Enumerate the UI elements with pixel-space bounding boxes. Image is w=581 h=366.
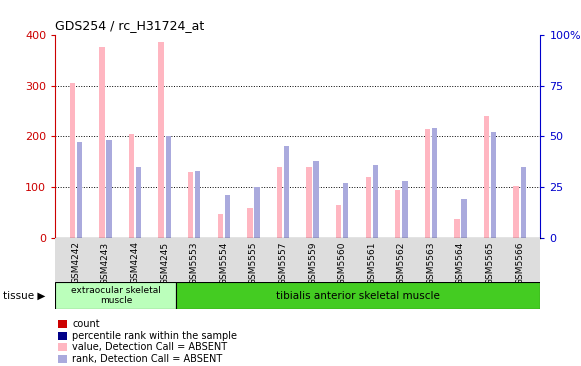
Bar (77, 142, 82, 238)
Text: GSM5565: GSM5565 (486, 242, 494, 285)
Text: GSM5560: GSM5560 (338, 242, 347, 285)
Text: GSM5564: GSM5564 (456, 242, 465, 285)
Bar (166, 136, 171, 238)
Text: GSM5563: GSM5563 (426, 242, 435, 285)
Text: rank, Detection Call = ABSENT: rank, Detection Call = ABSENT (72, 354, 223, 364)
Text: GSM5562: GSM5562 (397, 242, 406, 285)
Bar (106, 141, 112, 238)
Text: tissue ▶: tissue ▶ (3, 291, 45, 301)
Bar (225, 195, 230, 238)
Text: count: count (72, 319, 100, 329)
Bar (372, 165, 378, 238)
Text: GSM4243: GSM4243 (101, 242, 110, 284)
Bar (306, 167, 311, 238)
Bar (454, 219, 460, 238)
Bar (159, 42, 164, 238)
Bar (484, 116, 489, 238)
Bar (177, 282, 540, 309)
Bar (365, 177, 371, 238)
Text: GSM5557: GSM5557 (278, 242, 288, 285)
Text: GSM4244: GSM4244 (131, 242, 139, 284)
Bar (313, 161, 319, 238)
Bar (218, 214, 223, 238)
Bar (521, 167, 526, 238)
Bar (432, 128, 437, 238)
Bar (514, 186, 519, 238)
Bar (277, 167, 282, 238)
Text: extraocular skeletal
muscle: extraocular skeletal muscle (71, 286, 161, 305)
Bar (188, 172, 193, 238)
Text: tibialis anterior skeletal muscle: tibialis anterior skeletal muscle (277, 291, 440, 300)
Text: GSM5559: GSM5559 (308, 242, 317, 285)
Text: value, Detection Call = ABSENT: value, Detection Call = ABSENT (72, 342, 227, 352)
Text: percentile rank within the sample: percentile rank within the sample (72, 330, 237, 341)
Bar (343, 183, 349, 238)
Text: GSM5554: GSM5554 (219, 242, 228, 285)
Bar (254, 187, 260, 238)
Bar (461, 199, 467, 238)
Bar (284, 146, 289, 238)
Bar (55, 282, 177, 309)
Bar (195, 171, 200, 238)
Bar (491, 132, 496, 238)
Bar (129, 134, 134, 238)
Text: GSM5555: GSM5555 (249, 242, 258, 285)
Bar (336, 205, 341, 238)
Text: GSM4245: GSM4245 (160, 242, 169, 284)
Bar (99, 48, 105, 238)
Bar (70, 83, 75, 238)
Text: GSM5553: GSM5553 (190, 242, 199, 285)
Bar (136, 167, 141, 238)
Bar (402, 181, 407, 238)
Bar (425, 129, 430, 238)
Bar (247, 209, 253, 238)
Text: GSM5561: GSM5561 (367, 242, 376, 285)
Text: GSM4242: GSM4242 (71, 242, 80, 284)
Bar (395, 190, 400, 238)
Text: GDS254 / rc_H31724_at: GDS254 / rc_H31724_at (55, 19, 205, 32)
Text: GSM5566: GSM5566 (515, 242, 524, 285)
